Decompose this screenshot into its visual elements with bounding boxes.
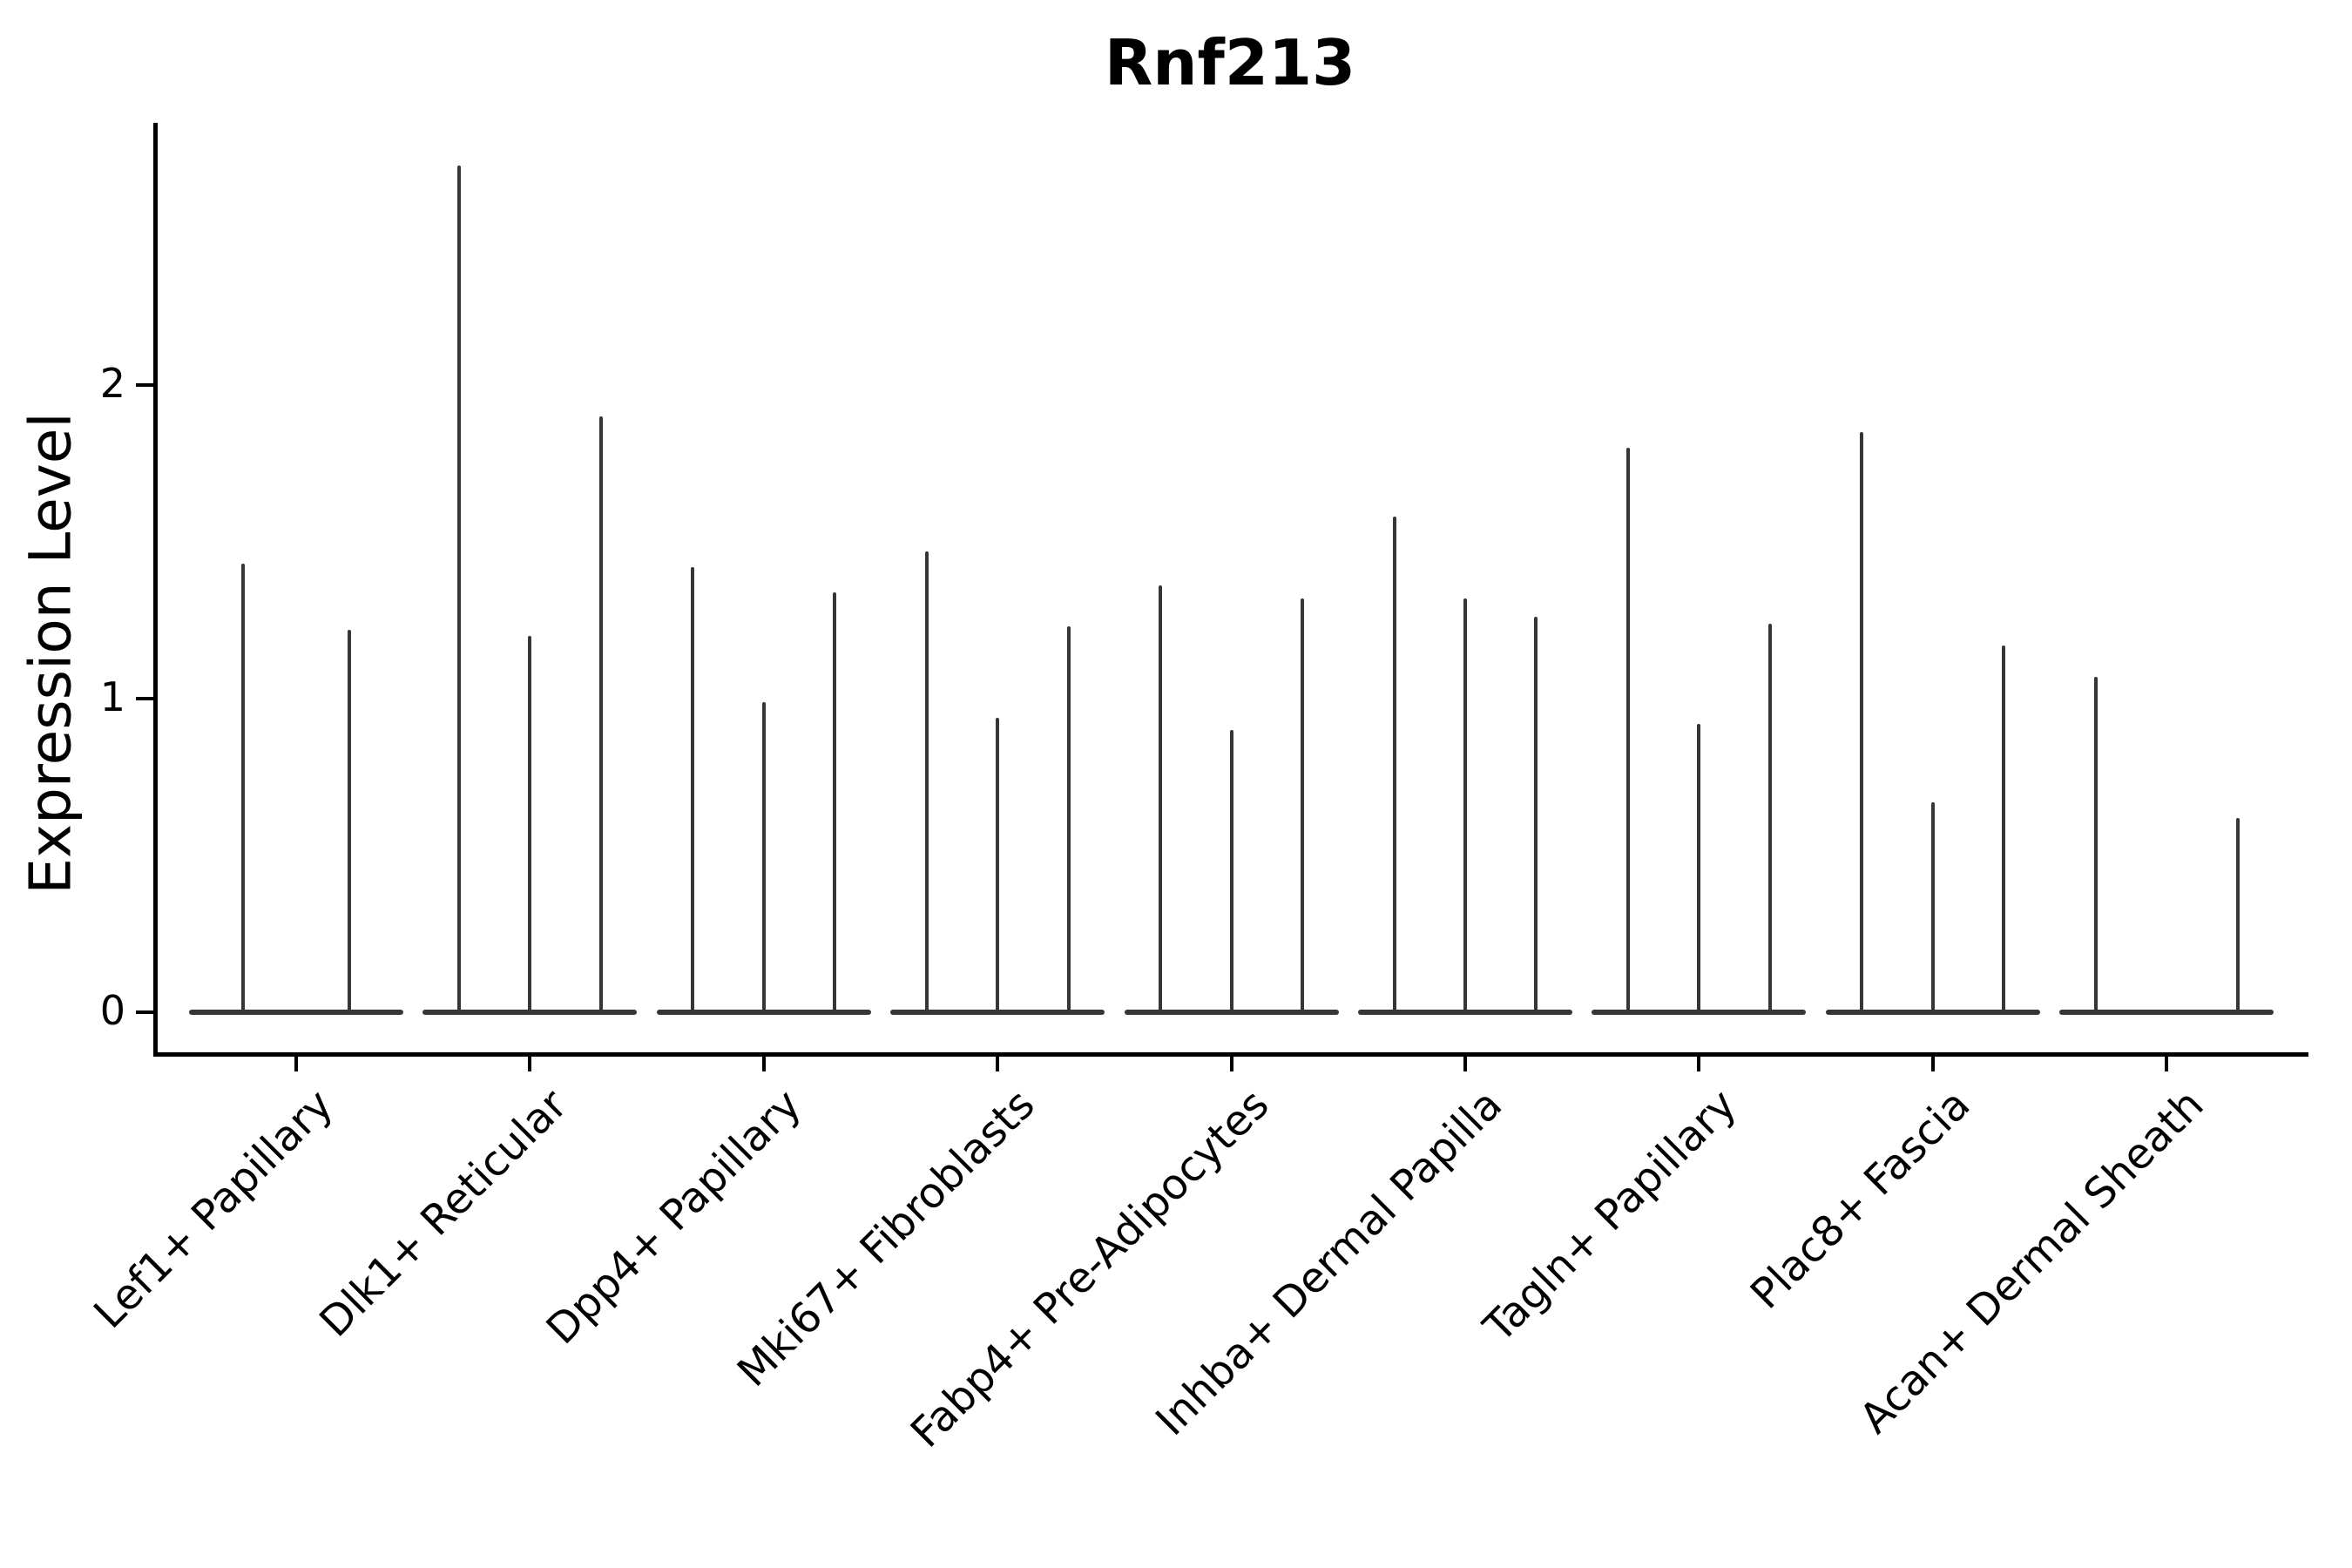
violin-spike — [1463, 598, 1467, 1012]
violin-spike — [457, 166, 462, 1012]
violin-spike — [1767, 623, 1772, 1012]
violin-spike — [1392, 517, 1396, 1012]
x-tick — [294, 1057, 298, 1071]
x-tick — [996, 1057, 1000, 1071]
x-tick — [2165, 1057, 2169, 1071]
violin-spike — [1626, 448, 1631, 1012]
y-tick — [136, 383, 153, 387]
x-axis-spine — [153, 1052, 2308, 1057]
violin-spike — [241, 564, 245, 1012]
violin-spike — [348, 629, 351, 1012]
violin-spike — [598, 416, 603, 1012]
y-axis-spine — [153, 123, 158, 1057]
violin-baseline — [1825, 1010, 2040, 1015]
violin-spike — [2093, 676, 2098, 1012]
violin-spike — [833, 591, 837, 1012]
violin-spike — [1930, 801, 1935, 1012]
x-tick — [1930, 1057, 1935, 1071]
violin-spike — [2002, 645, 2006, 1012]
x-tick-label: Dpp4+ Papillary — [537, 1080, 811, 1355]
y-tick-label: 2 — [99, 359, 125, 407]
violin-baseline — [422, 1010, 638, 1015]
violin-spike — [1697, 723, 1701, 1012]
y-tick-label: 0 — [99, 986, 125, 1034]
x-tick — [1229, 1057, 1233, 1071]
x-tick — [1463, 1057, 1467, 1071]
violin-spike — [1159, 585, 1163, 1012]
violin-baseline — [1358, 1010, 1572, 1015]
x-tick-label: Tagln+ Papillary — [1474, 1080, 1747, 1352]
violin-baseline — [189, 1010, 403, 1015]
violin-baseline — [2059, 1010, 2274, 1015]
y-tick-label: 1 — [99, 672, 125, 720]
violin-spike — [1066, 626, 1071, 1012]
x-tick-label: Lef1+ Papillary — [84, 1080, 343, 1338]
y-tick — [136, 1010, 153, 1014]
violin-baseline — [1124, 1010, 1339, 1015]
chart-title: Rnf213 — [1104, 26, 1356, 99]
violin-spike — [2235, 817, 2240, 1012]
violin-spike — [1860, 432, 1864, 1012]
violin-spike — [924, 551, 929, 1012]
y-axis-label: Expression Level — [17, 412, 84, 895]
violin-spike — [1534, 617, 1538, 1012]
x-tick — [528, 1057, 532, 1071]
violin-baseline — [1592, 1010, 1807, 1015]
violin-spike — [528, 636, 532, 1012]
violin-baseline — [890, 1010, 1105, 1015]
x-tick-label: Dlk1+ Reticular — [310, 1080, 578, 1347]
violin-baseline — [656, 1010, 871, 1015]
violin-spike — [996, 717, 1000, 1012]
y-tick — [136, 697, 153, 700]
x-tick — [761, 1057, 766, 1071]
violin-spike — [1229, 730, 1233, 1012]
violin-spike — [761, 701, 766, 1012]
violin-spike — [691, 566, 695, 1012]
violin-spike — [1300, 598, 1304, 1012]
x-tick — [1697, 1057, 1701, 1071]
x-tick-label: Plac8+ Fascia — [1740, 1080, 1980, 1319]
